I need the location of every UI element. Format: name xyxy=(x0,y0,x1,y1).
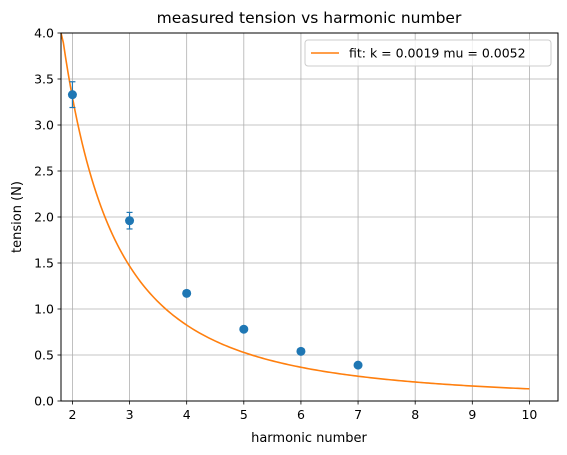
x-tick-label: 8 xyxy=(411,407,419,422)
grid xyxy=(61,32,558,402)
data-marker xyxy=(296,346,306,356)
fit-curve xyxy=(60,32,530,390)
fit-curve-layer xyxy=(60,32,530,390)
data-point xyxy=(296,346,306,356)
x-axis-ticks: 2 3 4 5 6 7 8 9 10 xyxy=(68,401,537,422)
chart-title: measured tension vs harmonic number xyxy=(157,9,462,27)
data-point xyxy=(182,288,192,298)
data-marker xyxy=(125,216,135,226)
data-point xyxy=(125,211,135,230)
legend-box xyxy=(304,39,552,67)
x-axis-label: harmonic number xyxy=(251,431,367,446)
data-point xyxy=(67,81,77,109)
data-marker xyxy=(353,360,363,370)
y-tick-label: 1.0 xyxy=(34,302,54,317)
x-tick-label: 5 xyxy=(240,407,248,422)
x-tick-label: 6 xyxy=(297,407,305,422)
data-point xyxy=(353,360,363,370)
y-tick-label: 1.5 xyxy=(34,256,54,271)
y-axis-ticks: 0.0 0.5 1.0 1.5 2.0 2.5 3.0 3.5 4.0 xyxy=(34,26,61,409)
y-tick-label: 3.0 xyxy=(34,118,54,133)
y-tick-label: 2.0 xyxy=(34,210,54,225)
x-tick-label: 10 xyxy=(521,407,537,422)
x-tick-label: 2 xyxy=(68,407,76,422)
data-marker xyxy=(239,324,249,334)
x-tick-label: 7 xyxy=(354,407,362,422)
data-point xyxy=(239,324,249,334)
legend-label-fit: fit: k = 0.0019 mu = 0.0052 xyxy=(349,46,526,61)
y-tick-label: 3.5 xyxy=(34,72,54,87)
y-tick-label: 2.5 xyxy=(34,164,54,179)
y-tick-label: 0.5 xyxy=(34,348,54,363)
data-marker xyxy=(67,90,77,100)
x-tick-label: 9 xyxy=(468,407,476,422)
y-tick-label: 4.0 xyxy=(34,26,54,41)
legend: fit: k = 0.0019 mu = 0.0052 xyxy=(304,39,552,67)
data-marker xyxy=(182,288,192,298)
y-tick-label: 0.0 xyxy=(34,394,54,409)
x-tick-label: 4 xyxy=(183,407,191,422)
y-axis-label: tension (N) xyxy=(10,181,25,253)
x-tick-label: 3 xyxy=(126,407,134,422)
data-points-layer xyxy=(67,81,363,370)
